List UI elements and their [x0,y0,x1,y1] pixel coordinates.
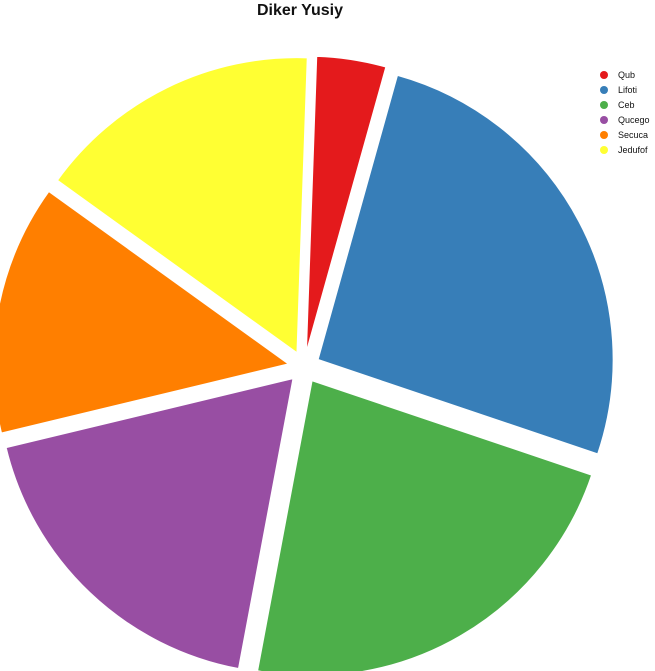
pie-slice-secuca [0,190,290,434]
legend-label-qucego: Qucego [618,115,650,125]
pie-slice-ceb [257,380,593,671]
pie-slice-qub [305,55,387,352]
pie-slice-qucego [5,377,294,670]
pie-slices [0,55,614,671]
pie-slice-lifoti [317,74,614,455]
legend: Qub Lifoti Ceb Qucego Secuca Jedufof [600,70,650,155]
legend-marker-lifoti [600,86,608,94]
legend-label-qub: Qub [618,70,635,80]
legend-marker-qub [600,71,608,79]
legend-marker-ceb [600,101,608,109]
chart-title: Diker Yusiy [257,2,343,19]
legend-marker-jedufof [600,146,608,154]
pie-slice-jedufof [56,57,308,354]
legend-label-jedufof: Jedufof [618,145,648,155]
legend-marker-secuca [600,131,608,139]
legend-label-ceb: Ceb [618,100,635,110]
legend-label-lifoti: Lifoti [618,85,637,95]
legend-label-secuca: Secuca [618,130,648,140]
legend-marker-qucego [600,116,608,124]
